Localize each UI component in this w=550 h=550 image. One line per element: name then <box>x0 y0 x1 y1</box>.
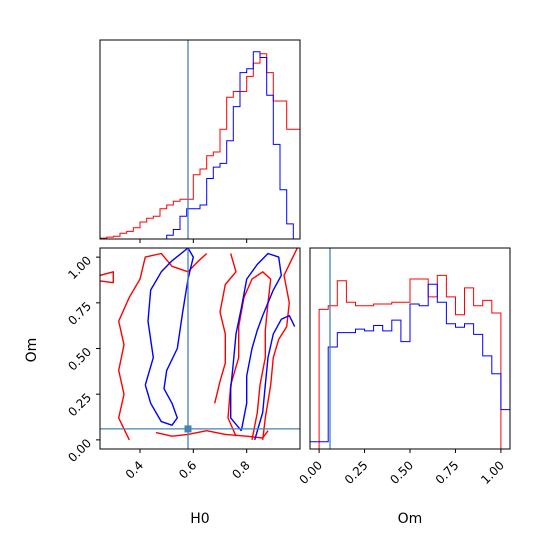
contour-red-4 <box>214 253 237 404</box>
h0-marginal-panel <box>99 39 301 243</box>
h0-histogram-red <box>99 53 301 239</box>
joint-truth-marker <box>184 425 192 433</box>
om-h0-contour-panel: 0.4 0.6 0.80.000.250.500.751.00 <box>65 247 301 482</box>
contour-lines <box>100 248 298 441</box>
contour-red-3 <box>118 252 208 441</box>
y-axis-label-om: Om <box>24 338 40 363</box>
h0-histogram-blue <box>166 51 294 239</box>
contour-red-2 <box>227 271 272 441</box>
contour-red-1 <box>262 248 298 440</box>
x-axis-label-om: Om <box>398 511 423 527</box>
contour-red-5 <box>100 271 114 284</box>
om-histogram-red <box>318 274 502 449</box>
h0-marginal-frame <box>99 39 301 240</box>
contour-blue-6 <box>144 248 194 426</box>
contour-blue-7 <box>230 252 282 432</box>
contour-blue-8 <box>254 314 296 441</box>
x-axis-label-h0: H0 <box>190 511 209 527</box>
om-histogram-blue <box>309 283 511 449</box>
contour-red-0 <box>155 430 269 439</box>
